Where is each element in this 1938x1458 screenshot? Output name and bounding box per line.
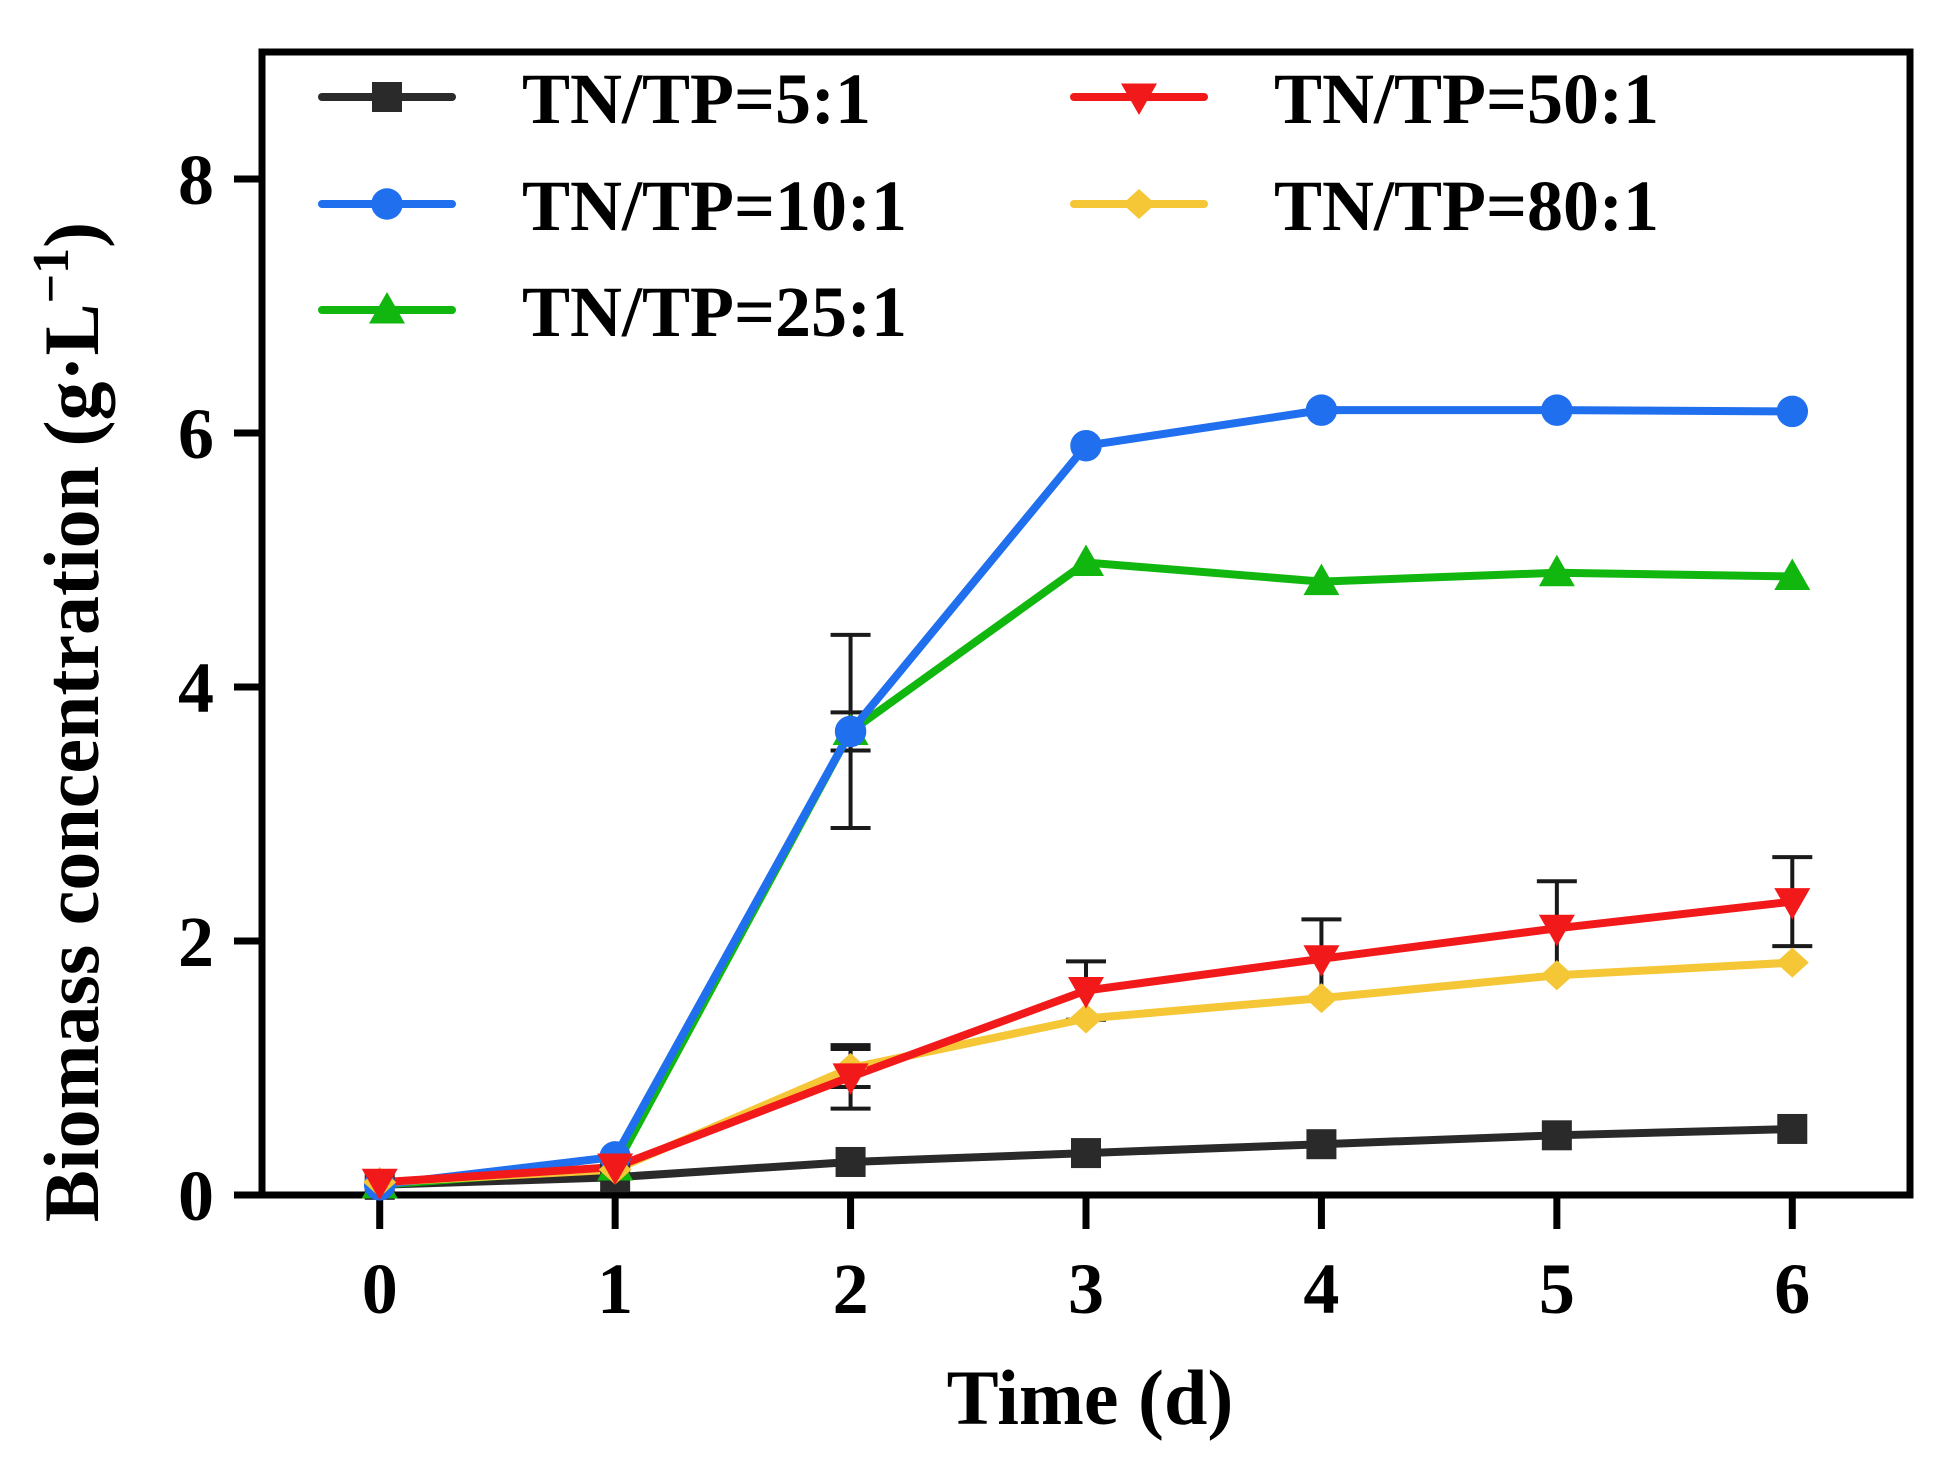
y-tick-label: 6 (178, 394, 214, 474)
data-point (834, 715, 867, 748)
data-point (1069, 1003, 1103, 1034)
data-point (1774, 888, 1811, 920)
legend-label: TN/TP=5:1 (522, 59, 871, 139)
data-point (1775, 947, 1809, 978)
legend-label: TN/TP=25:1 (522, 272, 907, 352)
x-tick-label: 6 (1774, 1249, 1810, 1329)
data-point (597, 1153, 634, 1186)
data-point (1541, 394, 1573, 426)
data-point (1776, 395, 1809, 428)
data-point (1540, 960, 1574, 991)
y-tick-label: 8 (178, 140, 214, 220)
x-tick-label: 0 (362, 1249, 398, 1329)
series-line (375, 406, 1797, 1189)
series-line (375, 558, 1797, 1189)
y-axis-title-superscript: −1 (23, 248, 80, 304)
legend-marker (372, 82, 402, 112)
data-point (1070, 429, 1102, 462)
legend: TN/TP=5:1 TN/TP=10:1 TN/TP=25:1 TN/TP=50:1 T… (318, 59, 1659, 352)
x-tick-label: 5 (1539, 1249, 1575, 1329)
x-tick-label: 4 (1303, 1249, 1339, 1329)
y-tick-label: 0 (178, 1156, 214, 1236)
legend-marker (371, 188, 403, 220)
data-point (1303, 945, 1340, 977)
data-point (1306, 1129, 1337, 1160)
data-point (832, 1063, 869, 1095)
data-point (1538, 554, 1575, 587)
data-point (1777, 1113, 1808, 1144)
legend-marker (1122, 189, 1156, 219)
data-point (361, 1168, 398, 1201)
data-point (1303, 563, 1340, 596)
data-point (1541, 1120, 1572, 1151)
data-point (1068, 977, 1104, 1009)
series-markers (361, 394, 1811, 1201)
x-tick-label: 3 (1068, 1249, 1104, 1329)
data-point (835, 1146, 866, 1177)
data-point (1538, 914, 1575, 947)
legend-label: TN/TP=50:1 (1274, 59, 1659, 139)
x-axis-title: Time (d) (947, 1354, 1234, 1441)
x-tick-label: 1 (597, 1249, 633, 1329)
y-tick-label: 2 (178, 902, 214, 982)
axes-layer: 0 2 4 6 8 0 1 2 3 4 5 6 (178, 48, 1914, 1329)
series-lines (375, 406, 1797, 1189)
x-tick-label: 2 (833, 1249, 869, 1329)
data-point (1774, 558, 1811, 591)
legend-label: TN/TP=10:1 (522, 166, 907, 246)
data-point (1068, 544, 1104, 577)
data-point (1304, 983, 1338, 1014)
data-point (1305, 394, 1338, 426)
legend-marker (1121, 83, 1157, 115)
y-tick-label: 4 (178, 648, 214, 728)
legend-label: TN/TP=80:1 (1274, 166, 1659, 246)
y-axis-title: Biomass concentration (g·L−1) (23, 222, 115, 1222)
data-point (1071, 1138, 1101, 1169)
legend-marker (369, 292, 405, 324)
